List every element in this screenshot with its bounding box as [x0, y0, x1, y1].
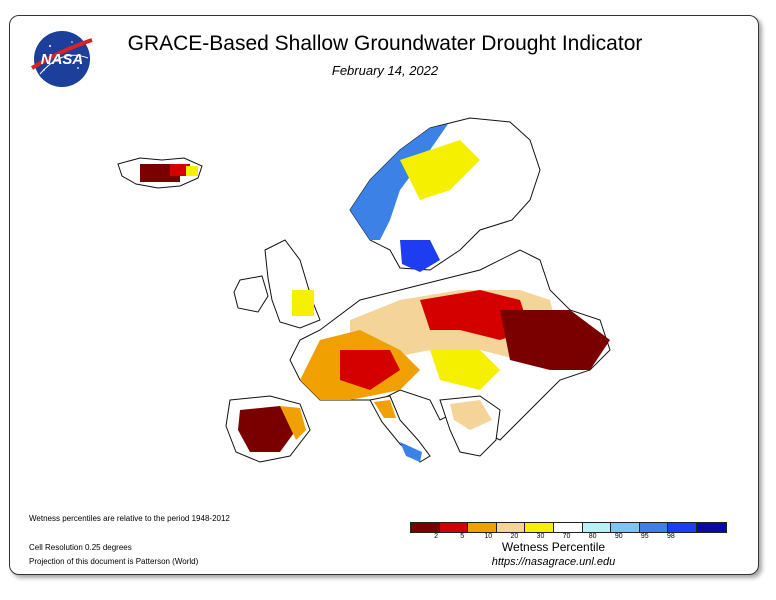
legend-tick-label: 10: [484, 533, 493, 540]
legend-tick-label: 20: [510, 533, 519, 540]
source-url: https://nasagrace.unl.edu: [491, 556, 616, 568]
europe-drought-map: [117, 117, 611, 463]
legend-tick-label: 2: [434, 533, 439, 540]
legend-swatch: [468, 523, 497, 532]
legend-ticks: 2 5 10 20 30 70 80 90 95 98: [410, 533, 697, 543]
legend-tick-label: 90: [614, 533, 623, 540]
legend-swatch: [668, 523, 697, 532]
legend-swatch: [553, 523, 583, 532]
legend-tick-label: 70: [562, 533, 571, 540]
legend-swatch: [696, 523, 726, 532]
legend-tick-label: 98: [667, 533, 675, 540]
legend-swatch: [411, 523, 440, 532]
legend-swatch: [439, 523, 469, 532]
ireland: [233, 275, 269, 313]
legend-swatch: [639, 523, 669, 532]
note-cell-resolution: Cell Resolution 0.25 degrees: [29, 543, 132, 552]
legend-swatch: [582, 523, 612, 532]
legend-swatch: [496, 523, 526, 532]
note-projection: Projection of this document is Patterson…: [29, 557, 199, 566]
legend-swatch: [525, 523, 554, 532]
legend-color-bar: [410, 522, 727, 533]
legend-swatch: [611, 523, 640, 532]
legend-title: Wetness Percentile: [501, 540, 606, 554]
nasa-logo-icon: NASA: [30, 31, 93, 87]
note-wetness-period: Wetness percentiles are relative to the …: [29, 514, 230, 523]
page-title: GRACE-Based Shallow Groundwater Drought …: [127, 32, 643, 55]
nasa-logo-text: NASA: [41, 51, 84, 68]
legend-tick-label: 30: [536, 533, 545, 540]
legend-tick-label: 95: [640, 533, 649, 540]
date-subtitle: February 14, 2022: [331, 63, 439, 78]
legend-tick-label: 5: [460, 533, 465, 540]
legend-tick-label: 80: [588, 533, 597, 540]
